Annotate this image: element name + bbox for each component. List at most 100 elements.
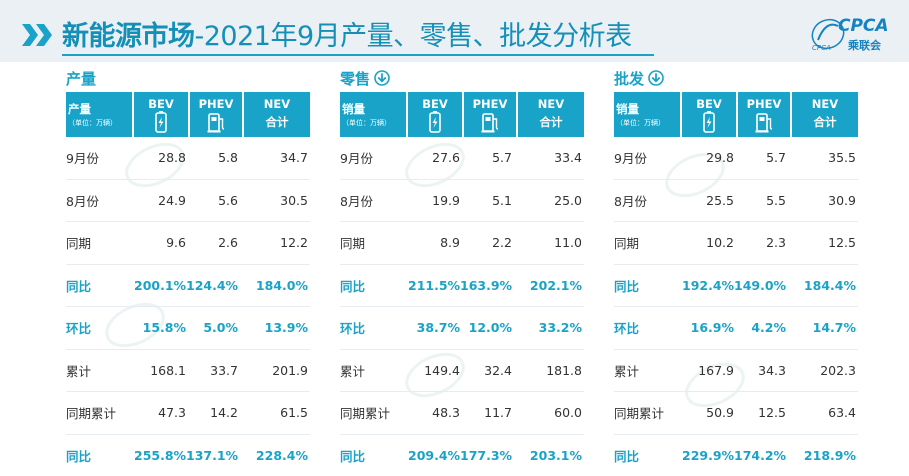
header-metric: 销量（单位：万辆） [614,92,680,137]
nev-value: 14.7% [786,320,856,335]
row-label: 同比 [340,446,408,465]
header-nev: NEV 合计 [792,92,858,137]
cpca-logo: CPCA CPCA 乘联会 [808,14,900,54]
header-bev-label: BEV [408,97,462,111]
row-label: 环比 [66,318,134,337]
header-bev: BEV [408,92,462,137]
nev-value: 12.2 [238,235,308,250]
header-metric-label: 销量 [342,101,365,117]
phev-value: 4.2% [734,320,786,335]
phev-value: 5.8 [186,150,238,165]
phev-value: 149.0% [734,278,786,293]
row-label: 累计 [340,361,408,380]
bev-value: 167.9 [682,363,734,378]
bev-value: 29.8 [682,150,734,165]
bev-value: 16.9% [682,320,734,335]
bev-value: 24.9 [134,193,186,208]
header-phev: PHEV [738,92,790,137]
nev-value: 60.0 [512,405,582,420]
nev-value: 202.3 [786,363,856,378]
header-phev-label: PHEV [190,97,242,111]
row-label: 环比 [614,318,682,337]
row-label: 同期 [340,233,408,252]
bev-value: 255.8% [134,448,186,463]
row-label: 环比 [340,318,408,337]
header-nev-label: NEV [518,97,584,111]
bev-value: 168.1 [134,363,186,378]
nev-value: 13.9% [238,320,308,335]
bev-value: 38.7% [408,320,460,335]
bev-value: 211.5% [408,278,460,293]
nev-value: 181.8 [512,363,582,378]
phev-value: 137.1% [186,448,238,463]
nev-value: 202.1% [512,278,582,293]
nev-value: 63.4 [786,405,856,420]
phev-value: 2.2 [460,235,512,250]
bev-value: 48.3 [408,405,460,420]
nev-value: 218.9% [786,448,856,463]
bev-value: 8.9 [408,235,460,250]
bev-value: 10.2 [682,235,734,250]
header-metric: 产量（单位：万辆） [66,92,132,137]
header-nev-sub: 合计 [792,114,858,130]
bev-value: 47.3 [134,405,186,420]
nev-value: 30.5 [238,193,308,208]
phev-value: 5.1 [460,193,512,208]
down-arrow-circle-icon [648,70,664,86]
panel-title: 批发 [614,66,858,90]
row-label: 同期累计 [66,403,134,422]
row-label: 同比 [340,276,408,295]
phev-value: 177.3% [460,448,512,463]
phev-value: 5.7 [460,150,512,165]
row-label: 同期累计 [614,403,682,422]
phev-value: 174.2% [734,448,786,463]
phev-value: 33.7 [186,363,238,378]
header-phev: PHEV [464,92,516,137]
phev-value: 12.0% [460,320,512,335]
header-phev-label: PHEV [738,97,790,111]
header-metric: 销量（单位：万辆） [340,92,406,137]
nev-value: 12.5 [786,235,856,250]
title-bar: 新能源市场-2021年9月产量、零售、批发分析表 CPCA CPCA 乘联会 [0,0,909,62]
title-bold: 新能源市场 [62,21,195,52]
header-nev-label: NEV [792,97,858,111]
panel-title-text: 零售 [340,68,370,89]
header-bev-label: BEV [682,97,736,111]
row-label: 同期累计 [340,403,408,422]
panel-title: 零售 [340,66,584,90]
nev-value: 61.5 [238,405,308,420]
phev-value: 32.4 [460,363,512,378]
bev-value: 9.6 [134,235,186,250]
nev-value: 228.4% [238,448,308,463]
bev-value: 15.8% [134,320,186,335]
title-rest: -2021年9月产量、零售、批发分析表 [195,21,632,52]
nev-value: 33.4 [512,150,582,165]
header-phev: PHEV [190,92,242,137]
phev-value: 5.0% [186,320,238,335]
row-label: 8月份 [66,191,134,210]
row-label: 同比 [66,276,134,295]
bev-value: 229.9% [682,448,734,463]
title-underline [62,54,654,56]
phev-value: 2.6 [186,235,238,250]
row-label: 9月份 [614,148,682,167]
